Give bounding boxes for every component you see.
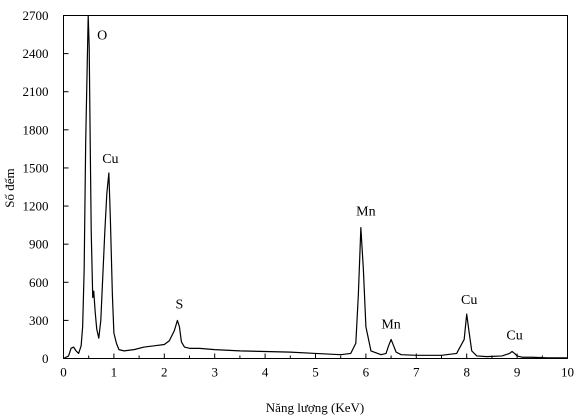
y-tick-label: 600 bbox=[29, 275, 49, 290]
peak-label: Mn bbox=[381, 317, 400, 332]
y-tick-label: 2400 bbox=[23, 46, 49, 61]
x-tick-label: 10 bbox=[561, 365, 574, 380]
y-axis-title: Số đếm bbox=[2, 168, 17, 207]
x-tick-label: 8 bbox=[463, 365, 470, 380]
spectrum-line bbox=[63, 14, 568, 360]
x-tick-label: 6 bbox=[363, 365, 370, 380]
y-tick-label: 1200 bbox=[23, 199, 49, 214]
y-tick-label: 1500 bbox=[23, 160, 49, 175]
y-tick-label: 900 bbox=[29, 237, 49, 252]
peak-label: Cu bbox=[102, 152, 118, 167]
x-axis-ticks: 0 1 2 3 4 5 6 7 8 9 10 bbox=[60, 353, 574, 380]
y-axis-ticks: 0 300 600 900 1200 1500 1800 2100 2400 2700 bbox=[23, 8, 69, 366]
peak-label: S bbox=[176, 297, 184, 312]
x-axis-title: Năng lượng (KeV) bbox=[266, 400, 364, 415]
y-tick-label: 300 bbox=[29, 313, 49, 328]
plot-frame bbox=[63, 15, 568, 359]
y-tick-label: 0 bbox=[42, 351, 49, 366]
x-tick-label: 4 bbox=[262, 365, 269, 380]
y-tick-label: 2100 bbox=[23, 84, 49, 99]
y-tick-label: 2700 bbox=[23, 8, 49, 23]
x-tick-label: 9 bbox=[514, 365, 521, 380]
peak-label: O bbox=[97, 29, 107, 44]
x-tick-label: 1 bbox=[111, 365, 118, 380]
x-tick-label: 2 bbox=[161, 365, 168, 380]
x-tick-label: 7 bbox=[413, 365, 420, 380]
x-tick-label: 0 bbox=[60, 365, 67, 380]
series-layer bbox=[63, 14, 568, 360]
peak-label: Mn bbox=[356, 205, 375, 220]
x-tick-label: 3 bbox=[211, 365, 218, 380]
peak-label: Cu bbox=[506, 329, 522, 344]
peak-label: Cu bbox=[461, 293, 477, 308]
x-tick-label: 5 bbox=[312, 365, 319, 380]
peak-annotations: O Cu S Mn Mn Cu Cu bbox=[97, 29, 523, 344]
y-tick-label: 1800 bbox=[23, 122, 49, 137]
